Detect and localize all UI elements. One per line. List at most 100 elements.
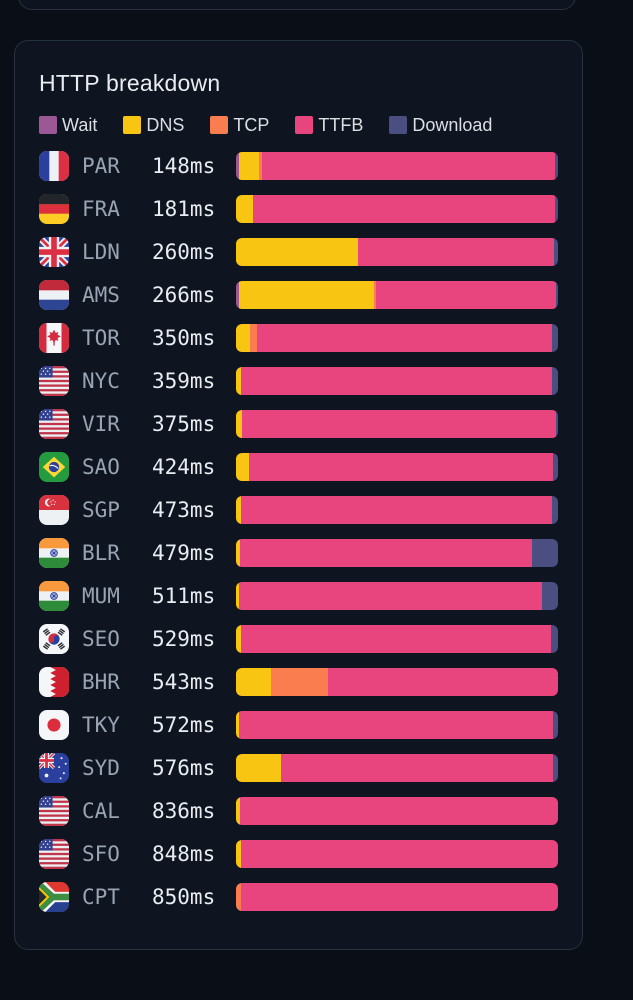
chart-row: LDN 260ms xyxy=(39,230,558,273)
location-code: LDN xyxy=(82,239,120,264)
response-time: 850ms xyxy=(152,884,216,909)
location-code: TOR xyxy=(82,325,120,350)
usa-flag xyxy=(39,795,69,826)
tcp-segment xyxy=(249,323,257,352)
location-code: SGP xyxy=(82,497,120,522)
location-code: SFO xyxy=(82,841,120,866)
download-segment xyxy=(550,624,558,653)
dns-segment xyxy=(236,538,240,567)
ttfb-segment xyxy=(327,667,558,696)
response-time: 576ms xyxy=(152,755,216,780)
ttfb-segment xyxy=(358,237,555,266)
dns-segment xyxy=(236,409,243,438)
chart-rows: PAR 148ms FRA 181ms LDN 260ms AMS 266ms … xyxy=(39,144,558,918)
india-flag xyxy=(39,580,69,611)
download-segment xyxy=(553,452,558,481)
location-code: TKY xyxy=(82,712,120,737)
legend-item[interactable]: Wait xyxy=(39,115,97,136)
ttfb-segment xyxy=(261,151,555,180)
stacked-bar xyxy=(236,839,558,868)
usa-flag xyxy=(39,408,69,439)
ttfb-segment xyxy=(281,753,553,782)
stacked-bar xyxy=(236,667,558,696)
location-code: CAL xyxy=(82,798,120,823)
download-segment xyxy=(541,581,558,610)
usa-flag xyxy=(39,365,69,396)
download-segment xyxy=(554,194,558,223)
location-code: VIR xyxy=(82,411,120,436)
chart-row: SAO 424ms xyxy=(39,445,558,488)
stacked-bar xyxy=(236,237,558,266)
chart-row: CPT 850ms xyxy=(39,875,558,918)
dns-segment xyxy=(236,753,282,782)
ttfb-segment xyxy=(240,839,558,868)
download-segment xyxy=(551,495,558,524)
legend-swatch-icon xyxy=(39,116,57,134)
download-segment xyxy=(556,280,558,309)
download-segment xyxy=(552,753,558,782)
location-code: BLR xyxy=(82,540,120,565)
stacked-bar xyxy=(236,710,558,739)
dns-segment xyxy=(236,495,242,524)
previous-card-bottom-edge xyxy=(18,0,576,10)
japan-flag xyxy=(39,709,69,740)
dns-segment xyxy=(238,280,374,309)
chart-row: TOR 350ms xyxy=(39,316,558,359)
dns-segment xyxy=(236,323,250,352)
wait-segment xyxy=(236,151,239,180)
response-time: 572ms xyxy=(152,712,216,737)
card-title: HTTP breakdown xyxy=(39,70,221,96)
response-time: 511ms xyxy=(152,583,216,608)
response-time: 473ms xyxy=(152,497,216,522)
location-code: SAO xyxy=(82,454,120,479)
france-flag xyxy=(39,150,69,181)
dns-segment xyxy=(236,667,272,696)
dns-segment xyxy=(236,581,240,610)
location-code: AMS xyxy=(82,282,120,307)
response-time: 260ms xyxy=(152,239,216,264)
legend-swatch-icon xyxy=(295,116,314,134)
ttfb-segment xyxy=(241,495,552,524)
download-segment xyxy=(554,151,558,180)
ttfb-segment xyxy=(252,194,555,223)
chart-legend: Wait DNS TCP TTFB Download xyxy=(39,115,558,135)
legend-label: TTFB xyxy=(318,114,364,135)
stacked-bar xyxy=(236,323,558,352)
chart-row: FRA 181ms xyxy=(39,187,558,230)
legend-item[interactable]: Download xyxy=(389,115,492,136)
chart-row: SGP 473ms xyxy=(39,488,558,531)
uk-flag xyxy=(39,236,69,267)
stacked-bar xyxy=(236,452,558,481)
location-code: PAR xyxy=(82,153,120,178)
brazil-flag xyxy=(39,451,69,482)
response-time: 148ms xyxy=(152,153,216,178)
singapore-flag xyxy=(39,494,69,525)
legend-swatch-icon xyxy=(123,116,142,134)
location-code: CPT xyxy=(82,884,120,909)
response-time: 479ms xyxy=(152,540,216,565)
dns-segment xyxy=(236,452,249,481)
dns-segment xyxy=(238,151,259,180)
ttfb-segment xyxy=(241,366,553,395)
dns-segment xyxy=(236,796,240,825)
chart-row: AMS 266ms xyxy=(39,273,558,316)
response-time: 266ms xyxy=(152,282,216,307)
tcp-segment xyxy=(258,151,262,180)
legend-item[interactable]: TCP xyxy=(210,115,269,136)
location-code: MUM xyxy=(82,583,120,608)
response-time: 181ms xyxy=(152,196,216,221)
download-segment xyxy=(552,323,558,352)
location-code: NYC xyxy=(82,368,120,393)
legend-label: DNS xyxy=(146,114,185,135)
stacked-bar xyxy=(236,753,558,782)
chart-row: SYD 576ms xyxy=(39,746,558,789)
ttfb-segment xyxy=(376,280,557,309)
download-segment xyxy=(552,366,558,395)
ttfb-segment xyxy=(256,323,553,352)
location-code: SYD xyxy=(82,755,120,780)
legend-item[interactable]: DNS xyxy=(123,115,184,136)
ttfb-segment xyxy=(239,581,542,610)
ttfb-segment xyxy=(239,538,533,567)
dns-segment xyxy=(236,194,253,223)
legend-item[interactable]: TTFB xyxy=(295,115,363,136)
